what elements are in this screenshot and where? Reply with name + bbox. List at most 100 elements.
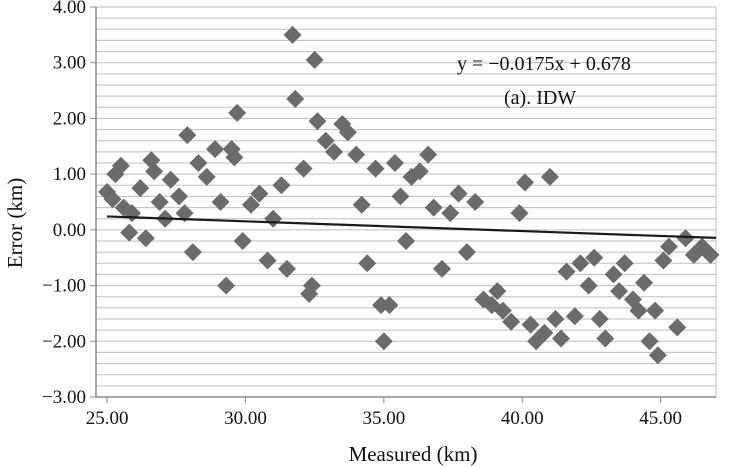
data-point xyxy=(145,162,164,181)
data-point xyxy=(294,159,313,178)
data-point xyxy=(352,195,371,214)
y-tick-labels: 4.00 3.00 2.00 1.00 0.00 −1.00 −2.00 −3.00 xyxy=(42,0,96,408)
data-point xyxy=(277,259,296,278)
data-point xyxy=(136,229,155,248)
data-point xyxy=(366,159,385,178)
data-point xyxy=(635,273,654,292)
data-point xyxy=(535,323,554,342)
method-label: (a). IDW xyxy=(504,87,576,109)
data-point xyxy=(502,312,521,331)
data-point xyxy=(150,193,169,211)
data-point xyxy=(302,276,321,295)
data-point xyxy=(640,332,659,351)
data-point xyxy=(397,232,415,250)
data-point xyxy=(552,329,570,348)
data-point xyxy=(206,140,225,159)
grid-lines xyxy=(96,6,716,398)
data-point xyxy=(316,131,335,150)
trendline-layer xyxy=(107,215,717,240)
data-point xyxy=(654,251,673,270)
y-tick-label: 4.00 xyxy=(53,0,86,18)
data-point xyxy=(610,282,629,301)
data-point xyxy=(286,89,305,108)
y-axis-title: Error (km) xyxy=(3,178,27,268)
data-point xyxy=(510,204,529,223)
x-tick-label: 40.00 xyxy=(501,408,544,429)
data-point xyxy=(629,301,648,320)
axes xyxy=(95,7,717,398)
x-tick-label: 45.00 xyxy=(639,408,682,429)
x-tick-labels: 25.00 30.00 35.00 40.00 45.00 xyxy=(86,397,682,429)
data-point xyxy=(258,251,277,270)
data-point xyxy=(161,170,180,189)
data-point xyxy=(197,167,216,186)
data-point xyxy=(242,195,260,214)
data-point xyxy=(488,282,507,301)
y-tick-label: −3.00 xyxy=(42,387,86,408)
data-point xyxy=(385,154,404,172)
y-tick-label: −1.00 xyxy=(42,276,86,297)
y-tick-label: 1.00 xyxy=(53,164,86,185)
data-point xyxy=(250,184,269,203)
x-tick-label: 30.00 xyxy=(224,408,267,429)
data-point xyxy=(604,265,623,284)
data-point xyxy=(659,237,678,256)
data-point xyxy=(676,229,695,248)
data-point xyxy=(596,329,615,348)
data-point xyxy=(557,262,576,281)
data-point xyxy=(419,145,438,164)
data-point xyxy=(120,223,139,242)
data-point xyxy=(585,248,604,267)
data-point xyxy=(521,315,540,334)
data-point xyxy=(103,190,122,209)
data-point xyxy=(189,154,208,172)
data-point xyxy=(457,243,476,262)
data-point xyxy=(233,232,252,250)
data-point xyxy=(432,259,451,278)
data-point xyxy=(308,112,327,131)
y-tick-label: 2.00 xyxy=(53,108,86,129)
data-point xyxy=(646,301,665,320)
data-point xyxy=(283,25,302,44)
data-point xyxy=(211,193,230,211)
y-tick-label: 3.00 xyxy=(53,53,86,74)
data-point xyxy=(571,254,590,273)
data-point xyxy=(225,148,244,167)
trendline-equation: y = −0.0175x + 0.678 xyxy=(457,53,631,75)
data-point xyxy=(441,204,460,223)
data-point xyxy=(516,173,535,192)
data-point xyxy=(374,332,393,351)
data-point xyxy=(358,254,377,273)
trendline xyxy=(107,215,717,240)
data-point xyxy=(391,187,410,206)
data-point xyxy=(590,310,609,328)
data-point xyxy=(668,318,687,337)
x-tick-label: 25.00 xyxy=(86,408,129,429)
data-point xyxy=(424,198,443,217)
data-point xyxy=(228,103,247,122)
data-point xyxy=(615,254,634,273)
data-point xyxy=(380,296,399,315)
data-point xyxy=(579,276,598,295)
data-point xyxy=(272,176,291,195)
data-point xyxy=(178,126,197,145)
x-axis-title: Measured (km) xyxy=(349,442,478,466)
data-point xyxy=(131,179,150,198)
data-point xyxy=(493,301,512,320)
data-point xyxy=(410,162,429,181)
data-point xyxy=(540,167,559,186)
data-point xyxy=(183,243,202,262)
data-point xyxy=(325,142,344,161)
data-point xyxy=(217,276,236,295)
data-point xyxy=(701,245,720,264)
x-tick-label: 35.00 xyxy=(362,408,405,429)
y-tick-label: 0.00 xyxy=(53,220,86,241)
data-point xyxy=(264,209,283,228)
y-tick-label: −2.00 xyxy=(42,331,86,352)
data-point xyxy=(648,346,667,365)
data-point xyxy=(546,310,565,328)
data-point xyxy=(565,307,584,326)
data-point xyxy=(170,187,189,206)
data-point xyxy=(175,204,194,223)
